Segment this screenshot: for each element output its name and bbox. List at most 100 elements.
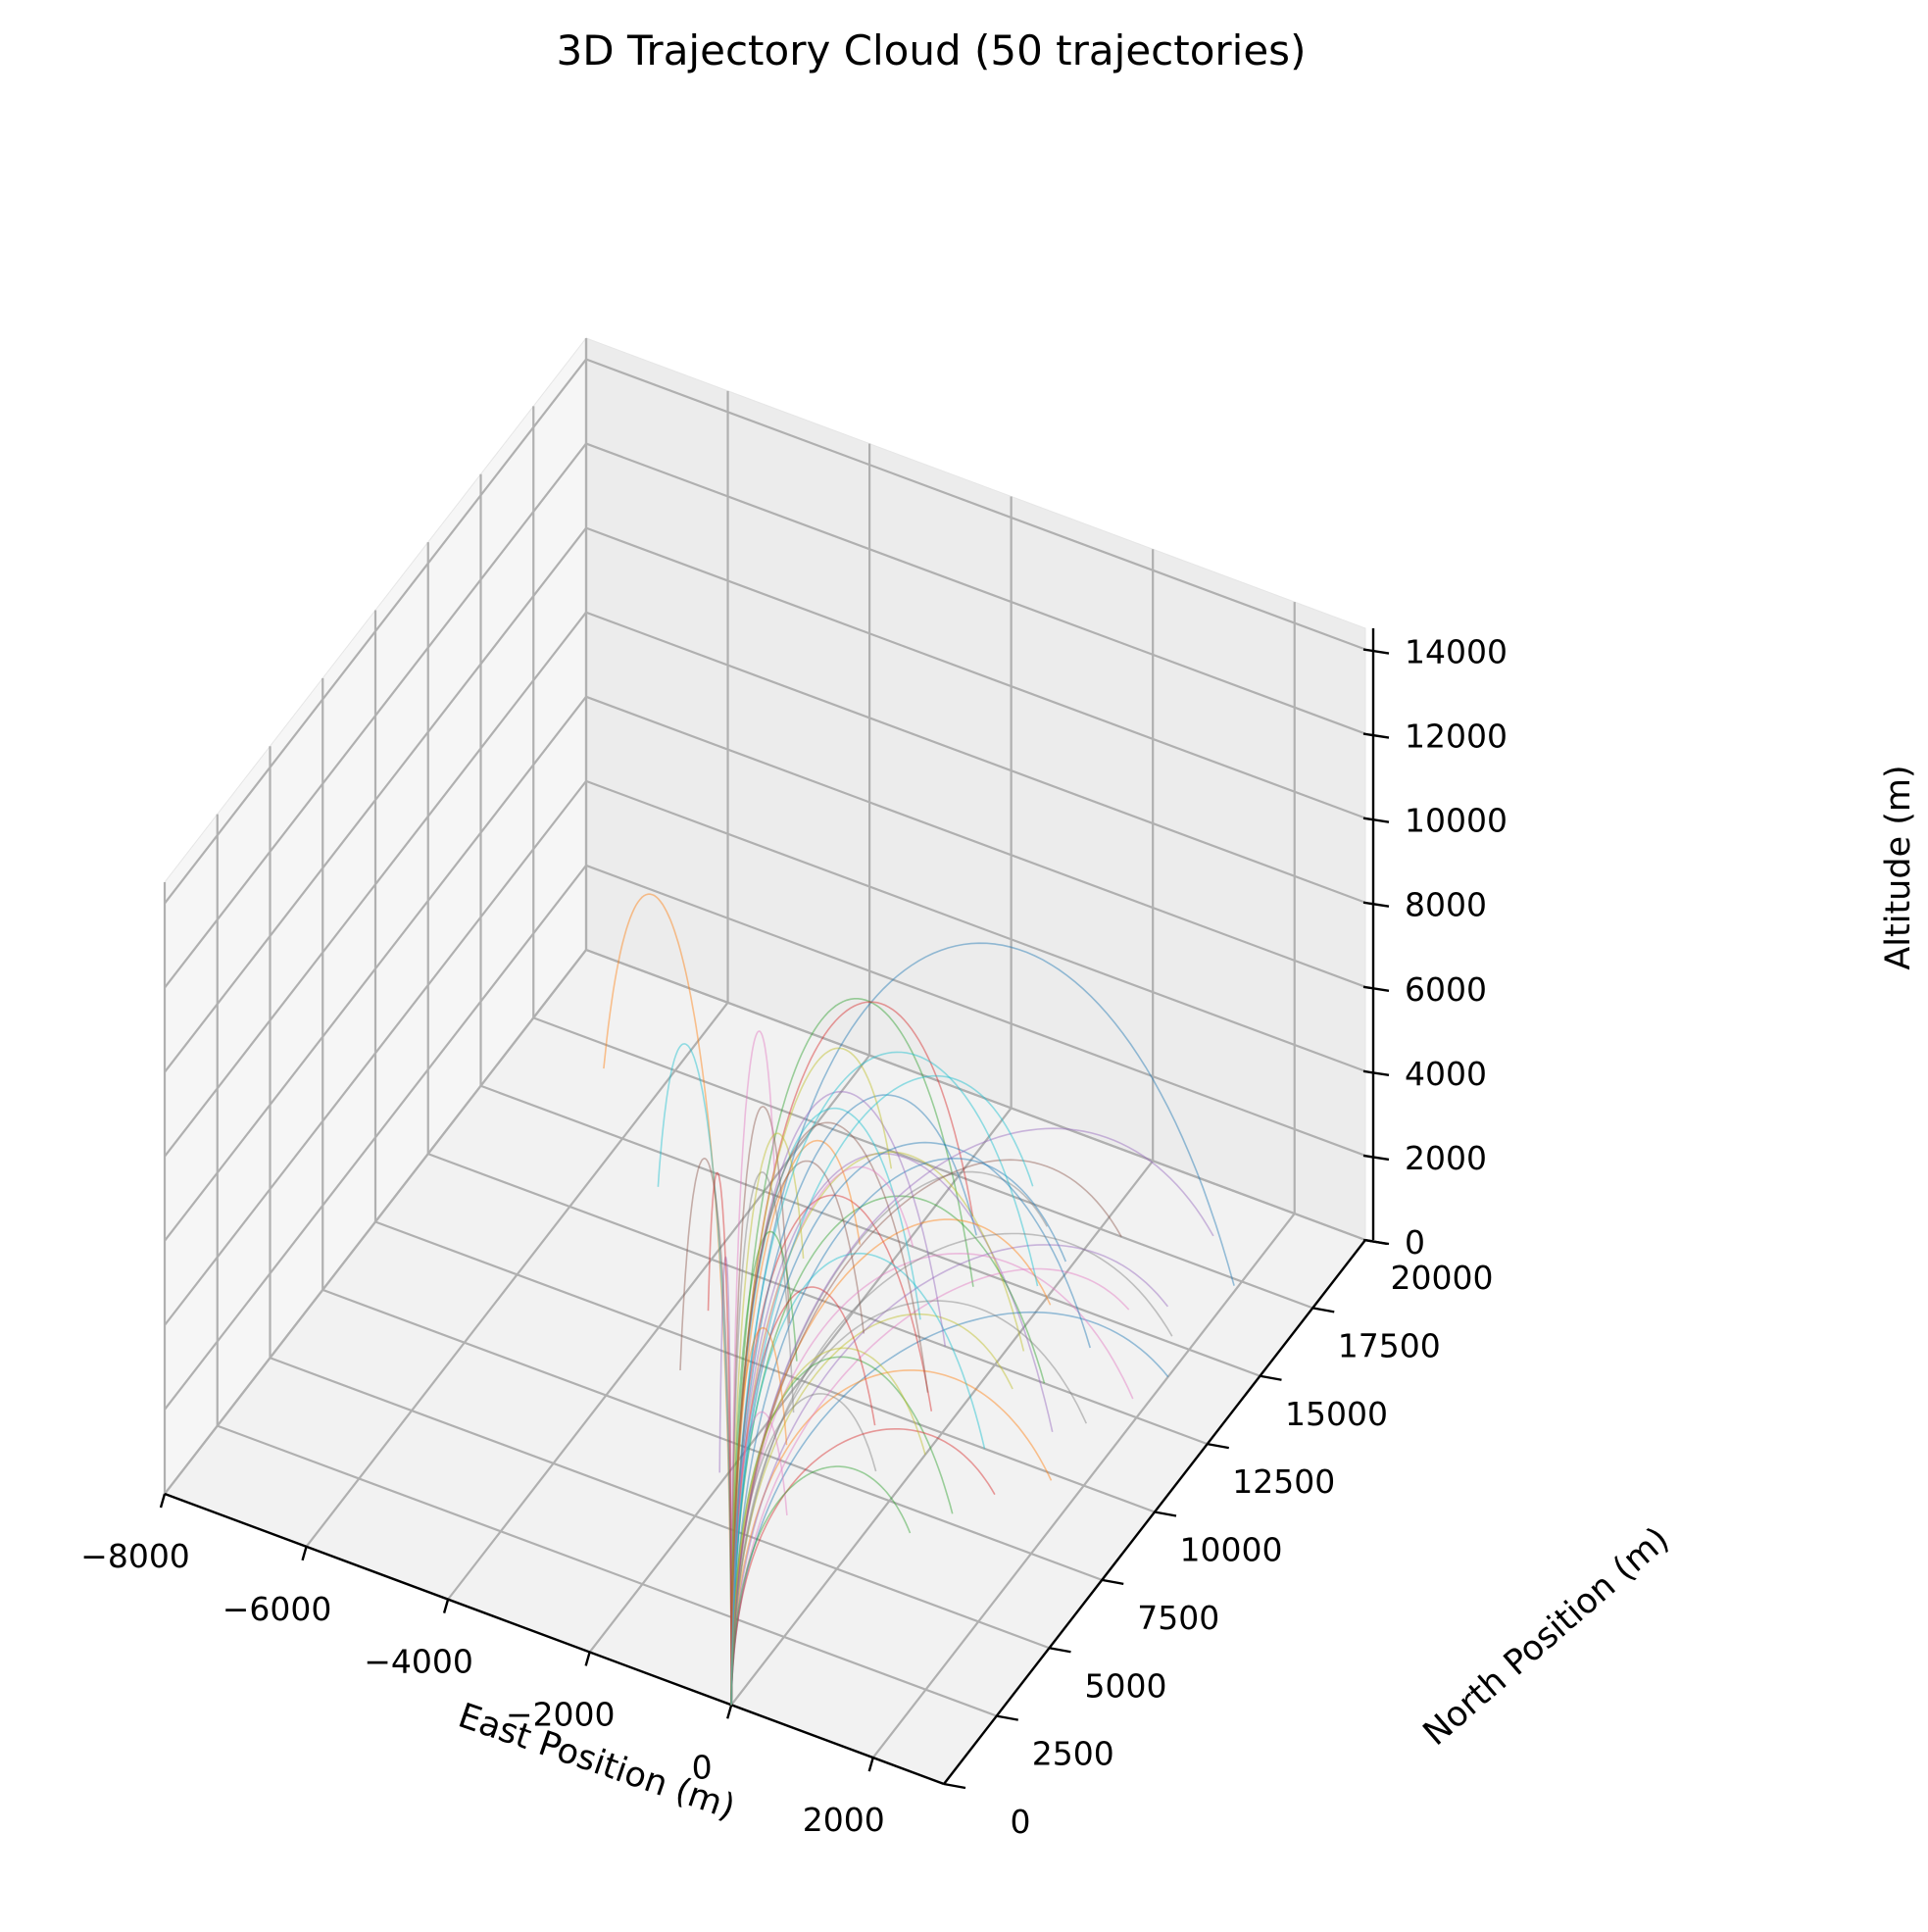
y-tick-mark	[1049, 1647, 1071, 1654]
y-axis-label: North Position (m)	[1416, 1519, 1677, 1754]
trajectory-line	[730, 997, 974, 1706]
trajectory-line	[730, 1267, 1130, 1706]
grid-line-z-back	[585, 611, 1366, 904]
grid-line-y-floor	[427, 1153, 1209, 1446]
trajectory-line	[730, 1157, 1067, 1706]
trajectory-line	[730, 1428, 996, 1706]
x-tick-label: −8000	[80, 1537, 190, 1575]
axis-lines	[159, 628, 1390, 1790]
y-tick-label: 20000	[1391, 1259, 1494, 1297]
trajectory-line	[730, 1195, 1046, 1706]
trajectory-lines	[603, 893, 1235, 1706]
grid-line-z-left	[164, 442, 587, 989]
trajectory-line	[730, 1001, 974, 1706]
grid-line-z-left	[164, 780, 587, 1326]
trajectory-line	[730, 1107, 921, 1706]
z-tick-label: 8000	[1405, 886, 1487, 924]
z-axis-label: Altitude (m)	[1879, 765, 1918, 969]
trajectory-line	[730, 1153, 1054, 1706]
grid-line-z-left	[164, 358, 587, 905]
trajectory-line	[730, 1132, 805, 1706]
x-tick-mark	[726, 1704, 733, 1719]
trajectory-line	[730, 1151, 1025, 1706]
z-tick-label: 0	[1405, 1223, 1425, 1262]
x-tick-label: 2000	[803, 1801, 885, 1839]
trajectory-line	[730, 1311, 1169, 1706]
y-tick-mark	[943, 1782, 966, 1790]
trajectory-line	[603, 893, 733, 1706]
grid-line-z-left	[164, 526, 587, 1073]
trajectory-line	[730, 1141, 1091, 1706]
trajectory-line	[730, 1090, 947, 1706]
z-tick-mark	[1362, 901, 1390, 908]
trajectory-line	[730, 1160, 865, 1706]
trajectory-line	[730, 1411, 788, 1706]
trajectory-line	[730, 1300, 1088, 1706]
trajectory-line	[679, 1157, 733, 1706]
x-tick-label: −4000	[364, 1643, 473, 1681]
trajectory-line	[730, 1159, 1122, 1706]
z-tick-mark	[1362, 1238, 1390, 1246]
x-tick-mark	[584, 1652, 591, 1666]
grid-line-z-back	[585, 358, 1366, 651]
trajectory-line	[730, 1074, 1034, 1706]
y-tick-mark	[1260, 1374, 1282, 1381]
trajectory-line	[730, 1047, 893, 1706]
grid-line-z-back	[585, 779, 1366, 1072]
y-tick-label: 5000	[1085, 1666, 1167, 1705]
trajectory-line	[730, 1127, 1214, 1706]
trajectory-line	[730, 1051, 1039, 1706]
trajectory-line	[730, 1218, 1052, 1706]
trajectory-line	[730, 1356, 954, 1706]
z-tick-mark	[1362, 985, 1390, 992]
trajectory-line	[718, 1256, 733, 1706]
trajectory-line	[657, 1043, 733, 1706]
grid-lines	[163, 338, 1366, 1786]
trajectory-line	[730, 1139, 862, 1706]
grid-line-z-back	[585, 526, 1366, 819]
grid-line-z-left	[164, 865, 587, 1411]
x-tick-mark	[159, 1493, 167, 1509]
trajectory-line	[730, 1252, 1134, 1706]
grid-line-z-back	[585, 948, 1366, 1242]
trajectory-line	[730, 1232, 1173, 1706]
y-tick-label: 0	[1011, 1803, 1031, 1841]
grid-line-y-floor	[532, 1016, 1313, 1310]
y-tick-mark	[1102, 1578, 1124, 1586]
y-tick-label: 10000	[1180, 1531, 1283, 1569]
z-tick-label: 12000	[1405, 718, 1508, 756]
grid-line-z-left	[164, 696, 587, 1242]
trajectory-line	[730, 1106, 791, 1706]
y-tick-label: 12500	[1232, 1462, 1335, 1501]
z-tick-label: 10000	[1405, 802, 1508, 840]
z-tick-label: 6000	[1405, 970, 1487, 1009]
grid-line-z-back	[585, 864, 1366, 1157]
grid-line-z-back	[585, 442, 1366, 735]
grid-line-y-floor	[374, 1220, 1156, 1513]
y-tick-mark	[1154, 1511, 1177, 1517]
y-tick-mark	[996, 1714, 1018, 1721]
y-tick-label: 2500	[1032, 1735, 1114, 1773]
grid-line-z-left	[164, 949, 587, 1495]
trajectory-line	[730, 1165, 915, 1706]
trajectory-line	[730, 1393, 877, 1706]
x-tick-mark	[301, 1546, 308, 1561]
grid-line-y-floor	[321, 1288, 1103, 1581]
trajectory-line	[730, 1170, 1048, 1706]
trajectory-line	[730, 1121, 929, 1706]
trajectory-line	[730, 1286, 876, 1706]
grid-line-y-floor	[217, 1424, 998, 1717]
x-tick-label: −2000	[506, 1695, 616, 1733]
trajectory-line	[730, 1347, 926, 1706]
trajectory-line	[707, 1171, 733, 1706]
trajectory-line	[730, 942, 1235, 1706]
z-tick-label: 2000	[1405, 1139, 1487, 1177]
x-tick-label: 0	[692, 1748, 713, 1786]
z-tick-mark	[1362, 1154, 1390, 1162]
trajectory-line	[730, 1030, 776, 1706]
grid-line-y-floor	[480, 1084, 1261, 1377]
z-tick-label: 14000	[1405, 633, 1508, 671]
z-tick-mark	[1362, 648, 1390, 655]
